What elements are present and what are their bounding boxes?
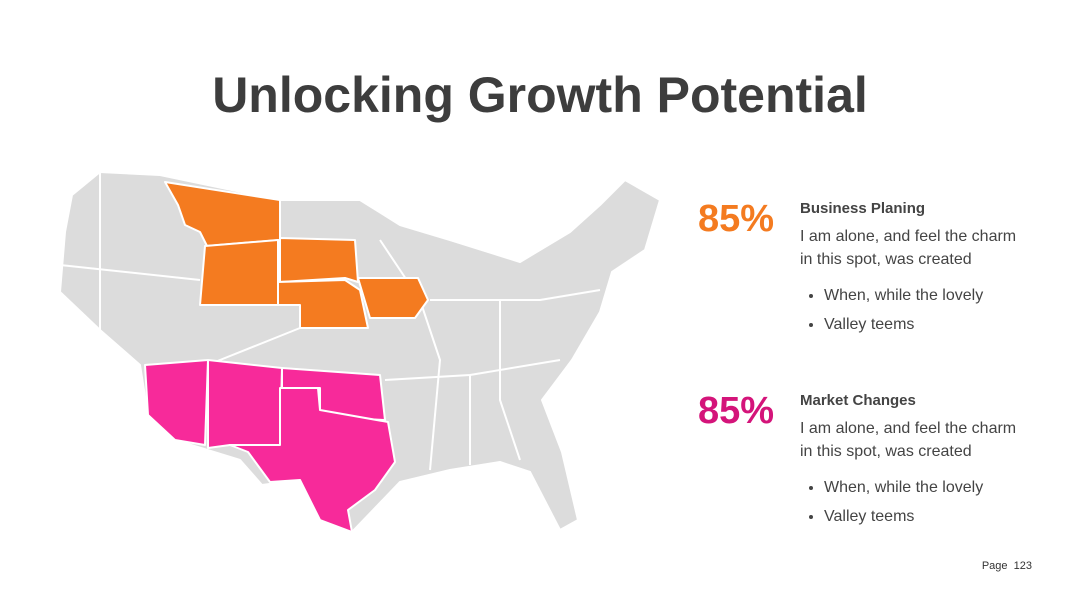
title: Unlocking Growth Potential <box>212 67 868 123</box>
us-map <box>59 171 661 533</box>
border <box>499 300 521 461</box>
state-highlight <box>277 279 369 329</box>
bullet: Valley teems <box>824 310 1016 339</box>
bullet: When, while the lovely <box>824 473 1016 502</box>
page-number: Page 123 <box>981 560 1032 572</box>
state-highlight <box>164 181 281 247</box>
border <box>59 264 201 281</box>
item-title: Business Planing <box>800 200 926 217</box>
state-highlight <box>229 387 396 533</box>
text-line: I am alone, and feel the charm <box>800 228 1017 245</box>
border <box>379 239 441 471</box>
item-title: Market Changes <box>800 392 916 409</box>
text-line: I am alone, and feel the charm <box>800 420 1017 437</box>
bullet: Valley teems <box>824 502 1016 531</box>
percent: 85% <box>698 198 775 240</box>
state-highlight <box>357 277 429 319</box>
state-highlight <box>279 237 359 283</box>
state-highlight <box>199 239 279 306</box>
text-line: in this spot, was created <box>800 251 972 268</box>
bullet: When, while the lovely <box>824 281 1016 310</box>
text-line: in this spot, was created <box>800 443 972 460</box>
border <box>430 289 601 301</box>
percent: 85% <box>698 390 775 432</box>
state-highlight <box>144 359 209 446</box>
state-highlight <box>207 359 283 449</box>
